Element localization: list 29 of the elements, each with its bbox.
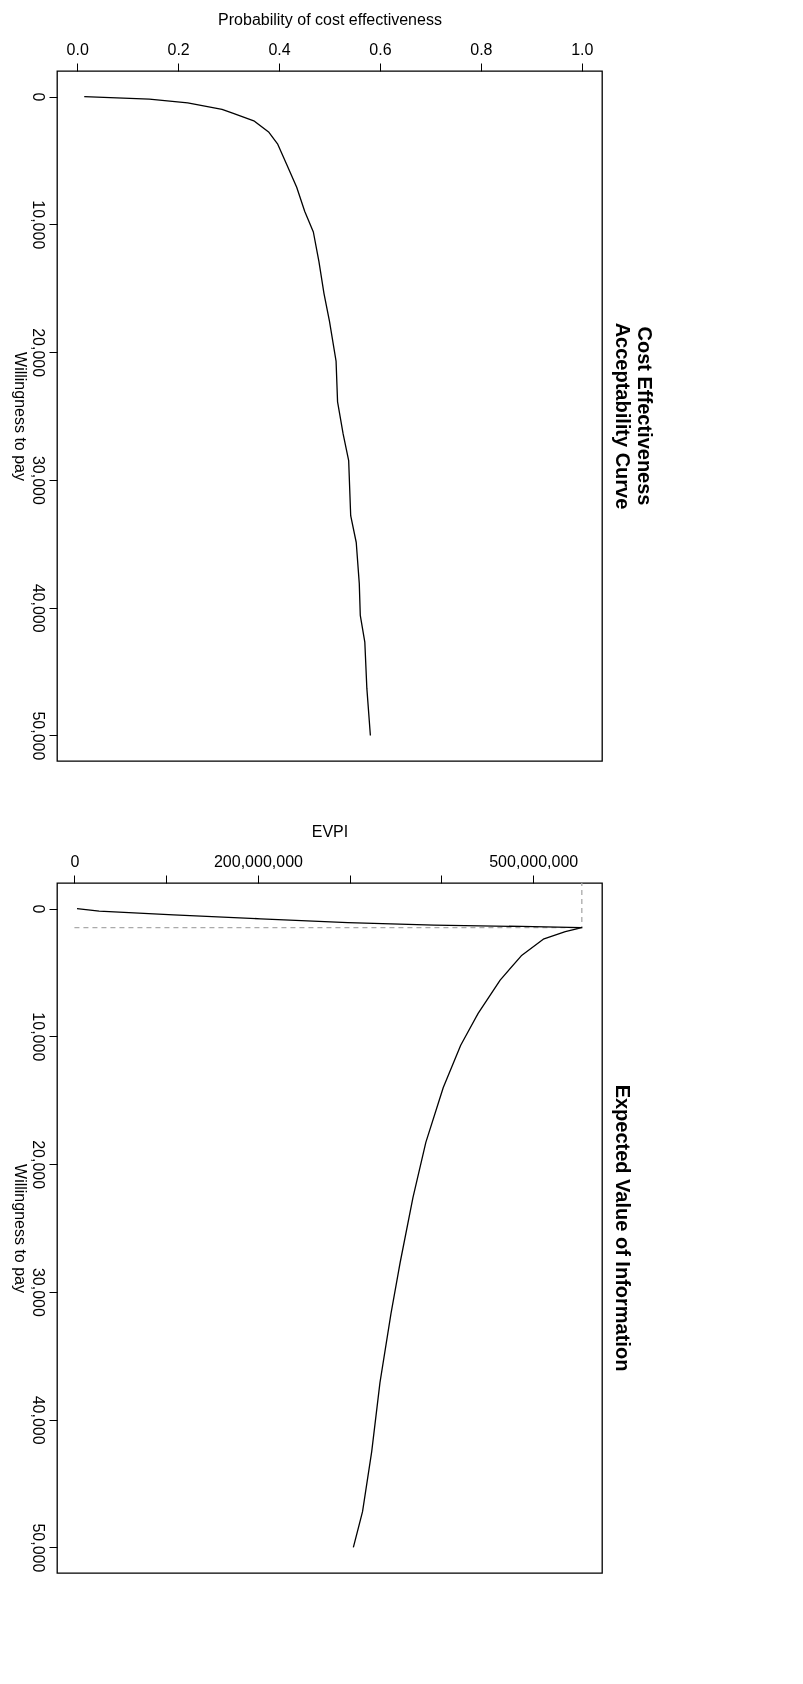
y-tick-label: 30,000 — [29, 455, 47, 505]
x-axis-title: EVPI — [311, 822, 349, 840]
y-tick-label: 30,000 — [29, 1267, 47, 1317]
x-tick-label: 0.8 — [470, 40, 493, 58]
x-tick-label: 0 — [70, 852, 80, 870]
line-series — [83, 95, 372, 737]
y-tick-label: 40,000 — [29, 583, 47, 633]
x-tick-label: 0.6 — [369, 40, 392, 58]
y-tick-label: 10,000 — [29, 1012, 47, 1062]
y-axis-title: Willingness to pay — [11, 1164, 29, 1293]
y-tick-label: 50,000 — [29, 711, 47, 761]
y-axis-title: Willingness to pay — [11, 352, 29, 481]
x-tick-label: 0.0 — [66, 40, 89, 58]
x-tick-label: 1.0 — [571, 40, 594, 58]
y-tick-label: 50,000 — [29, 1523, 47, 1573]
x-tick-label: 500,000,000 — [489, 852, 579, 870]
x-tick-label: 0.2 — [167, 40, 190, 58]
x-axis-title: Probability of cost effectiveness — [218, 10, 442, 28]
x-tick-label: 0.4 — [268, 40, 291, 58]
y-tick-label: 40,000 — [29, 1395, 47, 1445]
y-tick-label: 0 — [29, 904, 47, 914]
y-tick-label: 0 — [29, 92, 47, 102]
x-tick-label: 200,000,000 — [213, 852, 304, 870]
text: Expected Value of Information — [612, 1084, 634, 1372]
y-tick-label: 20,000 — [29, 328, 47, 378]
y-tick-label: 20,000 — [29, 1140, 47, 1190]
y-tick-label: 10,000 — [29, 200, 47, 250]
line-series — [76, 907, 583, 1549]
text: Cost Effectiveness Acceptability Curve — [612, 322, 656, 510]
